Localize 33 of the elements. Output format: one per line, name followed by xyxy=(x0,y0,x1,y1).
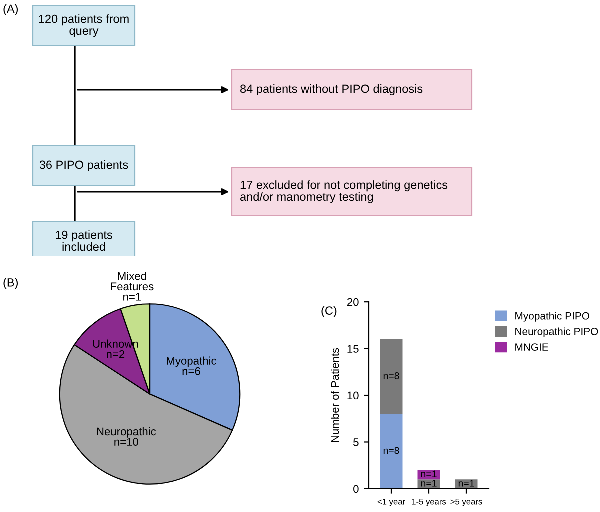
x-tick-label: >5 years xyxy=(450,498,482,506)
y-axis-title: Number of Patients xyxy=(331,348,340,442)
data-label: n=2 xyxy=(107,350,125,358)
bar xyxy=(380,339,403,414)
text: 84 patients without PIPO diagnosis xyxy=(240,84,423,96)
text: 36 PIPO patients xyxy=(40,160,128,172)
text: 120 patients from query xyxy=(39,14,129,38)
data-label: n=1 xyxy=(124,293,142,301)
text: 17 excluded for not completing genetics and/or manometry testing xyxy=(240,180,448,204)
data-label: n=1 xyxy=(421,480,437,487)
y-tick-label: 20 xyxy=(347,298,359,306)
legend-label: Neuropathic PIPO xyxy=(516,328,598,338)
x-tick-label: <1 year xyxy=(378,498,406,506)
legend-label: Myopathic PIPO xyxy=(516,312,590,322)
x-tick-label: 1-5 years xyxy=(412,498,446,506)
data-label: n=10 xyxy=(114,438,138,446)
data-label: n=1 xyxy=(421,470,437,478)
text: (A) xyxy=(4,4,18,16)
data-label: n=1 xyxy=(458,480,474,487)
bar xyxy=(380,414,403,489)
y-tick-label: 15 xyxy=(348,345,359,353)
chart-title: (B) xyxy=(4,278,18,290)
data-label: n=8 xyxy=(384,447,400,454)
data-label: n=6 xyxy=(182,367,200,376)
y-tick-label: 10 xyxy=(348,392,359,400)
y-tick-label: 5 xyxy=(354,438,359,446)
y-tick-label: 0 xyxy=(354,485,359,494)
data-label: n=8 xyxy=(384,372,400,380)
chart-title: (C) xyxy=(322,306,337,318)
slice-label: Neuropathic xyxy=(97,427,156,438)
text: 19 patients included xyxy=(56,230,112,252)
legend-label: MNGIE xyxy=(516,344,548,351)
slice-label: Myopathic xyxy=(167,356,217,368)
